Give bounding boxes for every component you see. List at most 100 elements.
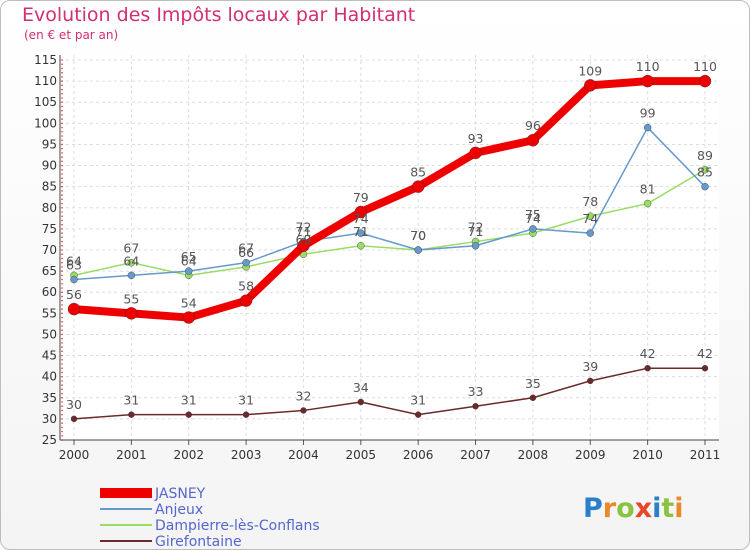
x-tick-label: 2006 [403, 448, 434, 462]
data-point-anjeux [242, 258, 250, 267]
logo-letter: x [635, 493, 652, 524]
x-tick-label: 2005 [346, 448, 377, 462]
y-minor-tick [61, 422, 63, 424]
data-point-girefontaine [529, 394, 537, 401]
data-label-jasney: 96 [525, 118, 541, 133]
data-label-anjeux: 72 [296, 220, 312, 235]
y-minor-tick [61, 426, 63, 429]
data-point-girefontaine [414, 411, 422, 418]
y-minor-tick [61, 371, 63, 374]
y-minor-tick [61, 257, 63, 260]
data-point-anjeux [586, 229, 594, 237]
y-tick-label: 85 [42, 180, 57, 194]
legend-label: JASNEY [154, 486, 206, 502]
data-label-anjeux: 74 [353, 211, 369, 226]
data-point-dampierre-l-s-conflans [127, 258, 136, 267]
y-minor-tick [61, 92, 63, 95]
chart-title: Evolution des Impôts locaux par Habitant [22, 4, 415, 26]
data-point-anjeux [185, 267, 193, 275]
legend: JASNEYAnjeuxDampierre-lès-ConflansGirefo… [100, 486, 320, 550]
data-label-anjeux: 74 [582, 211, 598, 226]
y-minor-tick [61, 152, 63, 154]
y-minor-tick [61, 249, 63, 251]
y-minor-tick [61, 168, 63, 171]
y-minor-tick [61, 409, 63, 412]
x-tick-label: 2011 [690, 448, 721, 462]
data-label-jasney: 71 [296, 224, 312, 239]
y-tick-label: 25 [42, 433, 57, 447]
data-label-girefontaine: 42 [640, 346, 656, 361]
y-minor-tick [61, 291, 63, 294]
y-minor-tick [61, 418, 63, 420]
y-minor-tick [61, 164, 63, 167]
y-minor-tick [61, 211, 63, 213]
y-minor-tick [61, 329, 63, 332]
x-tick-label: 2010 [632, 448, 663, 462]
y-tick-label: 60 [42, 285, 57, 299]
legend-label: Girefontaine [155, 534, 242, 550]
data-label-jasney: 54 [181, 296, 197, 311]
x-tick-label: 2001 [116, 448, 147, 462]
y-minor-tick [61, 84, 63, 87]
data-point-jasney [354, 205, 368, 219]
data-label-dampierre-l-s-conflans: 64 [181, 253, 197, 268]
data-point-anjeux [471, 242, 480, 250]
y-tick-label: 80 [42, 201, 57, 215]
data-point-girefontaine [128, 411, 135, 418]
y-tick-label: 100 [34, 116, 57, 130]
y-minor-tick [61, 363, 63, 365]
data-label-girefontaine: 31 [410, 393, 426, 408]
y-minor-tick [61, 185, 63, 188]
data-label-anjeux: 85 [697, 165, 713, 180]
logo-text: Proxiti [583, 493, 684, 524]
y-minor-tick [61, 384, 63, 386]
data-label-jasney: 79 [353, 190, 369, 205]
y-tick-label: 70 [42, 243, 57, 257]
y-minor-tick [61, 430, 63, 433]
logo-letter: i [652, 493, 661, 524]
y-minor-tick [61, 333, 63, 336]
data-label-jasney: 110 [636, 59, 660, 74]
y-tick-label: 90 [42, 159, 57, 173]
data-label-dampierre-l-s-conflans: 67 [123, 241, 139, 256]
data-label-dampierre-l-s-conflans: 66 [238, 245, 254, 260]
data-label-dampierre-l-s-conflans: 64 [66, 253, 82, 268]
data-point-jasney [698, 74, 712, 88]
logo-letter: r [603, 493, 617, 524]
x-tick-label: 2009 [575, 448, 606, 462]
y-minor-tick [61, 88, 63, 91]
data-label-jasney: 110 [693, 59, 717, 74]
proxiti-logo: Proxiti [583, 493, 684, 524]
y-minor-tick [61, 80, 63, 82]
data-label-jasney: 109 [578, 63, 602, 78]
y-tick-label: 30 [42, 412, 57, 426]
y-minor-tick [61, 396, 63, 399]
y-minor-tick [61, 346, 63, 348]
y-tick-label: 105 [34, 95, 57, 109]
y-tick-label: 45 [42, 349, 57, 363]
data-point-girefontaine [70, 415, 78, 423]
y-minor-tick [61, 202, 63, 205]
y-minor-tick [61, 228, 63, 230]
logo-letter: o [616, 493, 635, 524]
y-minor-tick [61, 354, 63, 357]
series-line-girefontaine [73, 367, 705, 420]
data-point-jasney [239, 294, 253, 307]
y-minor-tick [61, 261, 63, 264]
y-minor-tick [61, 97, 63, 99]
y-tick-label: 40 [42, 370, 57, 384]
data-label-dampierre-l-s-conflans: 72 [468, 220, 484, 235]
data-label-jasney: 85 [410, 165, 426, 180]
y-minor-tick [61, 342, 63, 344]
y-minor-tick [61, 367, 63, 370]
y-minor-tick [61, 126, 63, 129]
y-minor-tick [61, 388, 63, 391]
data-point-girefontaine [587, 377, 594, 385]
data-point-anjeux [643, 123, 652, 132]
y-minor-tick [61, 130, 63, 133]
x-tick-label: 2008 [518, 448, 549, 462]
y-minor-tick [61, 177, 63, 180]
data-point-dampierre-l-s-conflans [586, 212, 594, 220]
y-minor-tick [61, 215, 63, 218]
